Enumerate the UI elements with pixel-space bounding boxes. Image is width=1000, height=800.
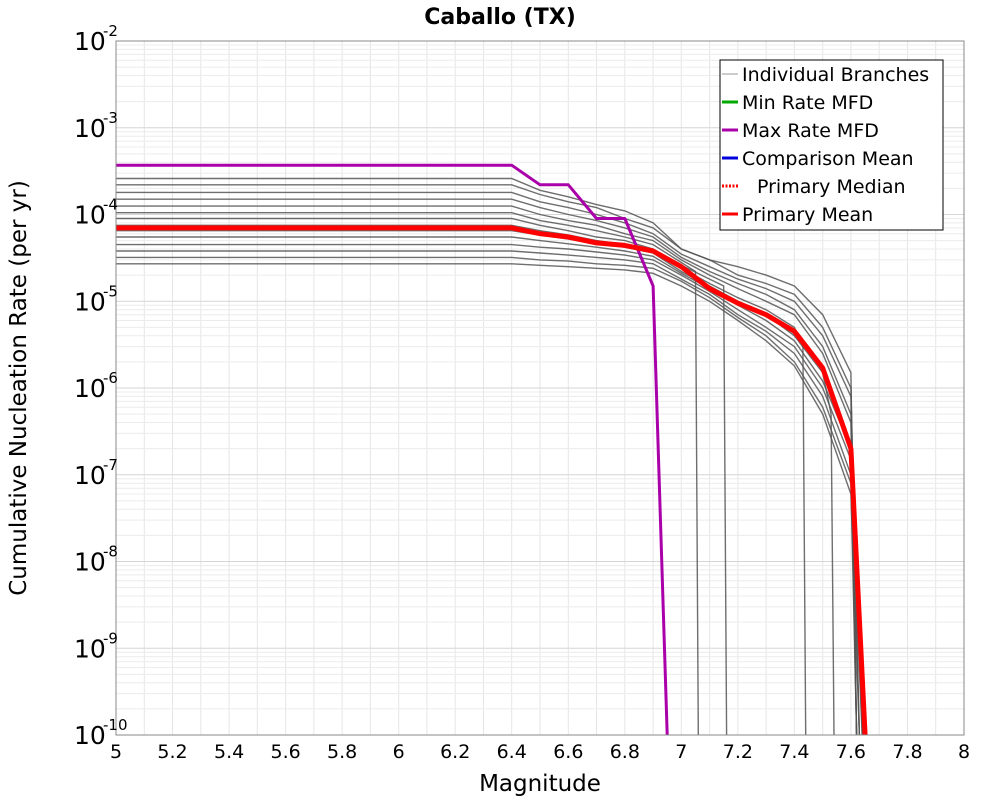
y-tick-base: 10 [74, 201, 106, 230]
plot-frame [115, 40, 965, 736]
y-tick-label: 10-7 [74, 456, 118, 490]
y-tick-label: 10-8 [74, 543, 118, 577]
series-layer [116, 163, 868, 736]
y-tick-base: 10 [74, 114, 106, 143]
x-tick-label: 5.8 [327, 741, 357, 763]
chart-title: Caballo (TX) [424, 5, 576, 30]
branch-line [116, 256, 858, 736]
y-tick-exponent: -9 [103, 629, 118, 647]
x-tick-label: 8 [958, 741, 970, 763]
branch-line [116, 250, 863, 736]
series-line-primary-mean [116, 225, 868, 736]
branch-line [116, 191, 858, 736]
y-tick-exponent: -7 [103, 456, 118, 474]
x-tick-label: 7.2 [723, 741, 753, 763]
x-tick-labels: 5 5.2 5.4 5.6 5.8 6 6.2 6.4 6.6 6.8 7 7.2 7.4 7.6 7.8 8 [110, 741, 970, 763]
y-tick-base: 10 [74, 634, 106, 663]
y-tick-label: 10-3 [74, 109, 118, 143]
legend-label: Primary Mean [742, 204, 873, 226]
y-tick-base: 10 [74, 374, 106, 403]
legend-item-min-rate-mfd: Min Rate MFD [722, 92, 873, 114]
y-tick-base: 10 [74, 548, 106, 577]
branch-line [116, 217, 728, 736]
y-tick-label: 10-10 [74, 716, 128, 750]
x-tick-label: 6 [393, 741, 405, 763]
x-tick-label: 6.8 [610, 741, 640, 763]
legend-label: Comparison Mean [742, 148, 914, 170]
y-tick-label: 10-4 [74, 196, 118, 230]
legend-label: Min Rate MFD [742, 92, 873, 114]
y-tick-exponent: -4 [103, 196, 118, 214]
branch-line [116, 263, 861, 736]
legend-item-max-rate-mfd: Max Rate MFD [722, 120, 879, 142]
legend-item-primary-median: Primary Median [722, 176, 906, 198]
y-tick-label: 10-5 [74, 282, 118, 316]
branch-line [116, 184, 861, 736]
y-axis-label: Cumulative Nucleation Rate (per yr) [6, 180, 32, 596]
y-tick-label: 10-2 [74, 22, 118, 56]
x-tick-label: 7 [675, 741, 687, 763]
x-tick-label: 7.4 [779, 741, 809, 763]
y-tick-exponent: -5 [103, 282, 118, 300]
legend: Individual Branches Min Rate MFD Max Rate … [719, 59, 944, 231]
x-tick-label: 7.8 [892, 741, 922, 763]
y-tick-base: 10 [74, 721, 106, 750]
branch-line [116, 212, 699, 736]
x-tick-label: 6.4 [497, 741, 527, 763]
x-tick-label: 5.4 [214, 741, 244, 763]
x-tick-label: 6.2 [440, 741, 470, 763]
y-tick-label: 10-9 [74, 629, 118, 663]
legend-label: Individual Branches [742, 64, 929, 86]
legend-label: Primary Median [757, 176, 906, 198]
x-tick-label: 5.2 [157, 741, 187, 763]
x-tick-label: 7.6 [836, 741, 866, 763]
y-tick-exponent: -6 [103, 369, 118, 387]
x-tick-label: 5.6 [270, 741, 300, 763]
branches-layer [116, 177, 863, 736]
x-tick-label: 6.6 [553, 741, 583, 763]
branch-line [116, 243, 858, 736]
y-tick-exponent: -8 [103, 543, 118, 561]
x-axis-label: Magnitude [479, 771, 601, 797]
y-tick-label: 10-6 [74, 369, 118, 403]
x-tick-label: 5 [110, 741, 122, 763]
branch-line [116, 198, 863, 736]
branch-line [116, 205, 858, 736]
y-tick-base: 10 [74, 461, 106, 490]
y-tick-base: 10 [74, 27, 106, 56]
y-tick-exponent: -3 [103, 109, 118, 127]
legend-item-comparison-mean: Comparison Mean [722, 148, 914, 170]
y-tick-exponent: -10 [103, 716, 128, 734]
legend-item-individual-branches: Individual Branches [722, 64, 929, 86]
series-line-max-rate-mfd [116, 163, 669, 736]
legend-label: Max Rate MFD [742, 120, 879, 142]
legend-box [719, 59, 944, 231]
y-tick-exponent: -2 [103, 22, 118, 40]
y-tick-base: 10 [74, 287, 106, 316]
legend-item-primary-mean: Primary Mean [722, 204, 873, 226]
branch-line [116, 236, 861, 736]
